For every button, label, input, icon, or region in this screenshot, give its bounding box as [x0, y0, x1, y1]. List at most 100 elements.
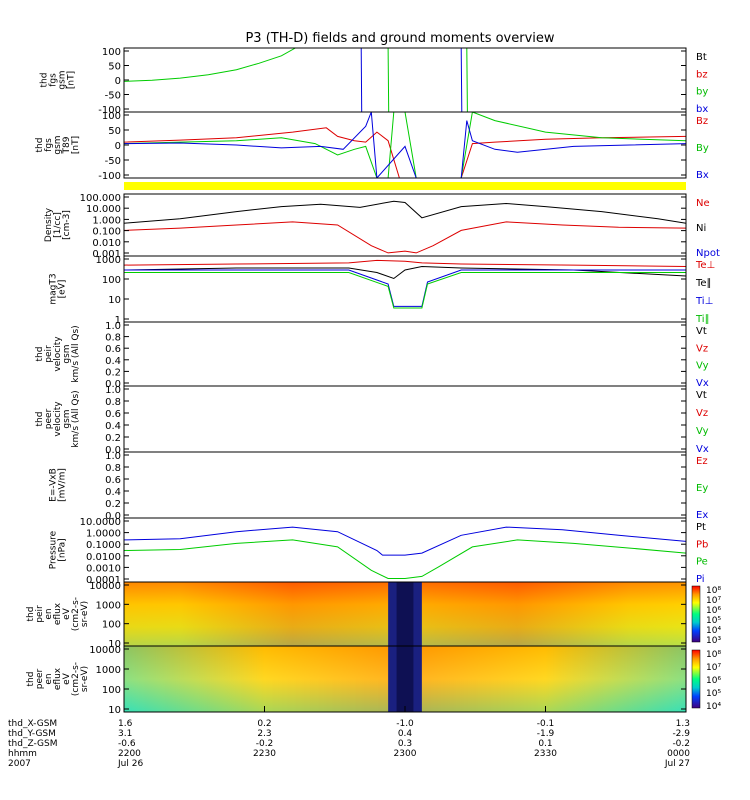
legend-entry: Vy	[696, 426, 709, 437]
ephemeris-value: -0.2	[256, 739, 274, 749]
y-tick-label: 1000	[96, 665, 121, 676]
y-axis-label: thd	[35, 412, 45, 427]
y-tick-label: 0.0	[105, 511, 121, 522]
colorbar-tick-label: 10⁴	[706, 702, 721, 712]
ephemeris-value: -1.0	[396, 719, 414, 729]
series-line	[360, 48, 363, 112]
ephemeris-value: 1.3	[676, 719, 690, 729]
legend-entry: Ti⊥	[695, 296, 713, 307]
y-tick-label: 0.2	[105, 367, 121, 378]
ephemeris-value: Jul 27	[664, 759, 690, 769]
y-tick-label: 0.8	[105, 333, 121, 344]
series-line	[460, 48, 463, 112]
legend-entry: Vy	[696, 361, 709, 372]
series-line	[124, 539, 686, 579]
y-axis-label: peir	[44, 345, 54, 363]
y-axis-label: eV	[62, 672, 72, 685]
colorbar-tick-label: 10⁷	[706, 596, 721, 606]
legend-entry: Vt	[696, 390, 707, 401]
panel-frame	[123, 385, 687, 453]
ephemeris-value: 0.1	[538, 739, 552, 749]
legend-entry: By	[696, 143, 709, 154]
y-axis-label: sr-eV)	[80, 601, 90, 627]
y-tick-label: 0	[115, 76, 121, 87]
y-tick-label: 1000	[96, 255, 121, 266]
y-tick-label: 100	[102, 275, 121, 286]
y-tick-label: 0	[115, 141, 121, 152]
ephemeris-value: Jul 26	[117, 759, 143, 769]
y-tick-label: 0.8	[105, 397, 121, 408]
ephemeris-row-label: hhmm	[8, 749, 37, 759]
legend-entry: Pe	[696, 557, 708, 568]
ephemeris-row-label: 2007	[8, 759, 31, 769]
y-axis-label: km/s (All Qs)	[71, 325, 81, 382]
panel-4: 1000 100 10 1 magT3 [eV] Te⊥ Te∥ Ti⊥ Ti∥	[49, 255, 716, 326]
y-tick-label: 100	[102, 620, 121, 631]
y-tick-label: 0.1000	[86, 540, 121, 551]
y-axis-label: sr-eV)	[80, 666, 90, 692]
y-tick-label: 1000	[96, 600, 121, 611]
y-tick-label: 1.000	[92, 215, 121, 226]
legend-entry: Te∥	[695, 278, 712, 289]
legend-entry: Bx	[696, 170, 709, 181]
y-axis-label: E=-VxB	[49, 468, 59, 502]
legend-entry: bz	[696, 69, 708, 80]
ephemeris-value: -0.1	[537, 719, 555, 729]
series-line	[466, 48, 468, 112]
colorbar	[691, 649, 701, 709]
y-tick-label: 0.0100	[86, 552, 121, 563]
y-tick-label: 0.4	[105, 356, 121, 367]
ephemeris-value: -0.6	[118, 739, 136, 749]
y-axis-label: thd	[35, 138, 45, 153]
series-line	[124, 265, 686, 280]
y-axis-label: peir	[35, 605, 45, 623]
y-axis-label: gsm	[53, 135, 63, 154]
y-axis-label: [mV/m]	[58, 468, 68, 502]
colorbar-tick-label: 10⁵	[706, 689, 721, 699]
y-axis-label: fgs	[49, 73, 59, 87]
series-line	[124, 48, 296, 82]
panel-1: 100 50 0 -50 -100 thd fgs gsm [nT] Bt bz by bx	[40, 47, 709, 116]
legend-entry: Vx	[696, 378, 709, 389]
y-tick-label: 0.0010	[86, 563, 121, 574]
colorbar-tick-label: 10⁶	[706, 606, 721, 616]
panel-5: 1.00.80.60.40.20.0 thd peir velocity gsm km/s…	[35, 321, 709, 390]
ephemeris-row-label: thd_Y-GSM	[8, 729, 56, 739]
ephemeris-value: 0.2	[257, 719, 271, 729]
y-tick-label: 0.8	[105, 463, 121, 474]
y-tick-label: 10	[108, 295, 121, 306]
y-axis-label: (cm2-s-	[71, 597, 81, 631]
ephemeris-value: 3.1	[118, 729, 132, 739]
y-axis-label: Pressure	[49, 530, 59, 569]
spectrogram-core-band	[396, 646, 414, 712]
y-axis-label: eflux	[53, 602, 63, 625]
legend-entry: Pt	[696, 522, 706, 533]
ephemeris-value: 0.4	[398, 729, 413, 739]
y-tick-label: -50	[105, 156, 121, 167]
panel-2: 100 50 0 -50 -100 thd fgs gsm T89 [nT] Bz By Bx	[35, 111, 709, 182]
legend-entry: Vt	[696, 326, 707, 337]
series-line	[387, 48, 390, 112]
y-axis-label: [nT]	[67, 71, 77, 89]
colorbar-tick-label: 10³	[706, 636, 721, 646]
y-axis-label: eflux	[53, 667, 63, 690]
panel-frame	[123, 321, 687, 387]
y-tick-label: 10	[108, 705, 121, 716]
y-axis-label: gsm	[62, 409, 72, 428]
panel-7: 1.00.80.60.40.20.0 E=-VxB [mV/m] Ez Ey Ex	[49, 451, 709, 522]
figure-title: P3 (TH-D) fields and ground moments over…	[245, 31, 554, 46]
panel-frame	[123, 193, 687, 257]
legend-entry: by	[696, 87, 708, 98]
y-tick-label: -100	[98, 171, 121, 182]
y-axis-label: [cm-3]	[62, 210, 72, 240]
ephemeris-value: -1.9	[537, 729, 555, 739]
y-tick-label: 0.6	[105, 409, 121, 420]
y-axis-label: [1/cc]	[53, 212, 63, 238]
ephemeris-value: 2200	[118, 749, 141, 759]
colorbar-tick-label: 10⁸	[706, 650, 721, 660]
legend-entry: Ti∥	[695, 314, 710, 325]
y-tick-label: 10.000	[86, 204, 121, 215]
